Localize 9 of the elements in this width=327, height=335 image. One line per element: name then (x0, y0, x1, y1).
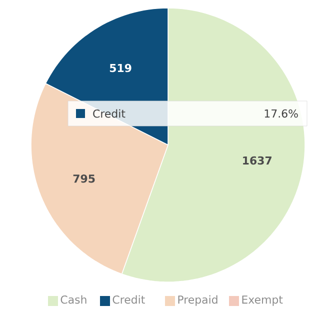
data-label: 519 (110, 64, 132, 72)
legend-label: Cash (60, 295, 86, 304)
text: 17.6% (264, 109, 298, 118)
category-label: Credit (112, 295, 145, 304)
legend-label: Credit (93, 109, 126, 118)
legend-label: Exempt (242, 296, 283, 306)
data-label: 1637 (243, 156, 272, 165)
data-label: 795 (73, 174, 95, 183)
legend-label: Prepaid (178, 295, 218, 306)
